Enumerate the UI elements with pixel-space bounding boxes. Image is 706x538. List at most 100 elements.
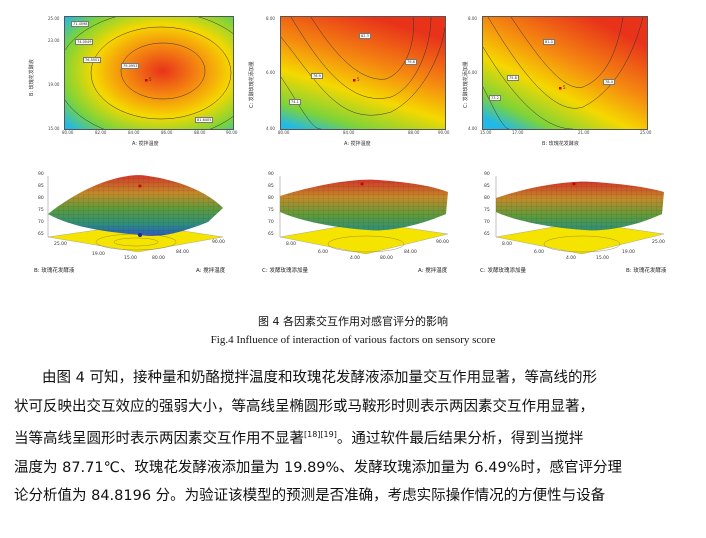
surface-1-xlabel: A: 搅拌温度 <box>196 268 226 274</box>
figure-caption-en: Fig.4 Influence of interaction of variou… <box>210 334 496 346</box>
contour-plot-2: C: 发酵玫瑰花添加量 5 74.1 76.9 79.6 82.3 <box>248 8 458 148</box>
surface-3-xtick: 25.00 <box>652 240 665 245</box>
contour-1-xtick: 80.00 <box>62 130 74 135</box>
surface-1-xtick: 90.00 <box>212 240 225 245</box>
surface-1-ztick: 75 <box>38 208 44 213</box>
surface-1-ztick: 80 <box>38 196 44 201</box>
surface-3-xlabel: B: 玫瑰花发酵液 <box>626 268 667 274</box>
surface-3-ztick: 65 <box>484 232 490 237</box>
contour-3-level: 78.4 <box>603 79 615 85</box>
surface-1-ytick: 25.00 <box>54 242 67 247</box>
contour-3-box: 5 73.2 75.8 78.4 81.0 <box>482 16 648 130</box>
surface-1-ztick: 65 <box>38 232 44 237</box>
surface-1-ztick: 90 <box>38 172 44 177</box>
contour-2-box: 5 74.1 76.9 79.6 82.3 <box>280 16 446 130</box>
contour-1-xtick: 82.00 <box>95 130 107 135</box>
body-line: 由图 4 可知，接种量和奶酪搅拌温度和玫瑰花发酵液添加量交互作用显著，等高线的形 <box>42 370 597 386</box>
contour-3-xlabel: B: 玫瑰花发酵液 <box>542 141 579 147</box>
contour-plot-3: C: 发酵玫瑰花添加量 5 73.2 75.8 78.4 81.0 <box>462 8 672 148</box>
surface-3-ztick: 80 <box>484 196 490 201</box>
surface-1-ytick: 15.00 <box>124 256 137 261</box>
surface-2-ztick: 75 <box>268 208 274 213</box>
surface-3-ytick: 8.00 <box>502 242 513 247</box>
surface-2-ylabel: C: 发酵玫瑰添加量 <box>262 268 308 274</box>
surface-2-ytick: 6.00 <box>318 250 329 255</box>
surface-plot-2: 90 85 80 75 70 65 4.00 6.00 8.00 80.00 8… <box>258 162 468 282</box>
contour-3-svg <box>483 17 647 129</box>
contour-1-ytick: 15.00 <box>48 126 60 131</box>
contour-3-level: 81.0 <box>543 39 555 45</box>
surface-plot-3: 90 85 80 75 70 65 4.00 6.00 8.00 15.00 1… <box>476 162 686 282</box>
surface-3-xtick: 19.00 <box>622 250 635 255</box>
surface-1-xtick: 80.00 <box>152 256 165 261</box>
surface-3-ytick: 4.00 <box>566 256 577 261</box>
figure-caption-zh: 图 4 各因素交互作用对感官评分的影响 <box>258 315 448 328</box>
contour-3-center: 5 <box>563 85 566 90</box>
contour-2-ytick: 8.00 <box>266 16 275 21</box>
contour-3-ytick: 6.00 <box>468 70 477 75</box>
surface-3-svg <box>495 176 665 255</box>
contour-3-ytick: 8.00 <box>468 16 477 21</box>
surface-2-xtick: 80.00 <box>380 256 393 261</box>
contour-1-xtick: 90.00 <box>226 130 238 135</box>
body-line: 状可反映出交互效应的强弱大小，等高线呈椭圆形或马鞍形时则表示两因素交互作用显著， <box>14 398 594 415</box>
contour-2-level: 76.9 <box>311 73 323 79</box>
contour-3-ytick: 4.00 <box>468 126 477 131</box>
contour-1-xtick: 86.00 <box>161 130 173 135</box>
contour-3-level: 75.8 <box>507 75 519 81</box>
surface-3-ztick: 75 <box>484 208 490 213</box>
contour-3-xtick: 17.00 <box>512 130 524 135</box>
surface-2-ytick: 4.00 <box>350 256 361 261</box>
surface-3-ytick: 6.00 <box>534 250 545 255</box>
contour-2-level: 74.1 <box>289 99 301 105</box>
contour-2-ylabel: C: 发酵玫瑰花添加量 <box>249 61 255 108</box>
contour-1-xtick: 84.00 <box>128 130 140 135</box>
contour-1-ytick: 23.00 <box>48 38 60 43</box>
contour-3-xtick: 25.00 <box>640 130 652 135</box>
citation-ref[interactable]: [18][19] <box>304 430 337 440</box>
surface-2-xtick: 84.00 <box>404 250 417 255</box>
surface-2-xlabel: A: 搅拌温度 <box>418 268 448 274</box>
contour-1-xtick: 88.00 <box>194 130 206 135</box>
contour-3-xtick: 21.00 <box>578 130 590 135</box>
contour-2-ytick: 4.00 <box>266 126 275 131</box>
surface-2-ztick: 90 <box>268 172 274 177</box>
contour-1-center: 5 <box>149 77 152 82</box>
surface-3-ztick: 85 <box>484 184 490 189</box>
surface-1-ytick: 19.00 <box>92 252 105 257</box>
surface-2-svg <box>279 176 449 255</box>
contour-1-level: 74.0049 <box>75 39 94 45</box>
surface-1-xtick: 84.00 <box>176 250 189 255</box>
contour-2-center: 5 <box>357 77 360 82</box>
surface-2-ztick: 70 <box>268 220 274 225</box>
contour-1-ylabel: B: 玫瑰花发酵液 <box>29 59 35 96</box>
contour-2-xtick: 80.00 <box>278 130 290 135</box>
body-line: 当等高线呈圆形时表示两因素交互作用不显著[18][19]。通过软件最后结果分析，… <box>14 430 584 448</box>
surface-2-ztick: 85 <box>268 184 274 189</box>
surface-2-ytick: 8.00 <box>286 242 297 247</box>
surface-3-ztick: 90 <box>484 172 490 177</box>
surface-3-ylabel: C: 发酵玫瑰添加量 <box>480 268 526 274</box>
surface-2-ztick: 65 <box>268 232 274 237</box>
contour-1-svg <box>65 17 233 129</box>
surface-1-ztick: 85 <box>38 184 44 189</box>
contour-2-ytick: 6.00 <box>266 70 275 75</box>
surface-1-ztick: 70 <box>38 220 44 225</box>
body-line: 温度为 87.71℃、玫瑰花发酵液添加量为 19.89%、发酵玫瑰添加量为 6.… <box>14 459 622 476</box>
contour-1-box: 5 71.4598 74.0049 76.5501 79.0953 81.640… <box>64 16 234 130</box>
contour-1-level: 81.6405 <box>195 117 214 123</box>
contour-1-level: 79.0953 <box>121 63 140 69</box>
contour-plot-1: B: 玫瑰花发酵液 5 71.4598 74.0049 76.5501 79 <box>22 8 242 148</box>
surface-plot-1: 90 85 80 75 70 65 15.00 19.00 25.00 80.0… <box>28 162 248 282</box>
contour-2-xtick: 88.00 <box>408 130 420 135</box>
contour-2-level: 79.6 <box>405 59 417 65</box>
contour-1-ytick: 25.00 <box>48 16 60 21</box>
contour-1-xlabel: A: 搅拌温度 <box>132 141 159 147</box>
contour-1-ytick: 19.00 <box>48 82 60 87</box>
contour-1-level: 76.5501 <box>83 57 102 63</box>
contour-3-xtick: 15.00 <box>480 130 492 135</box>
surface-3-ztick: 70 <box>484 220 490 225</box>
contour-2-xtick: 90.00 <box>438 130 450 135</box>
contour-2-xlabel: A: 搅拌温度 <box>344 141 371 147</box>
surface-3-xtick: 15.00 <box>596 256 609 261</box>
